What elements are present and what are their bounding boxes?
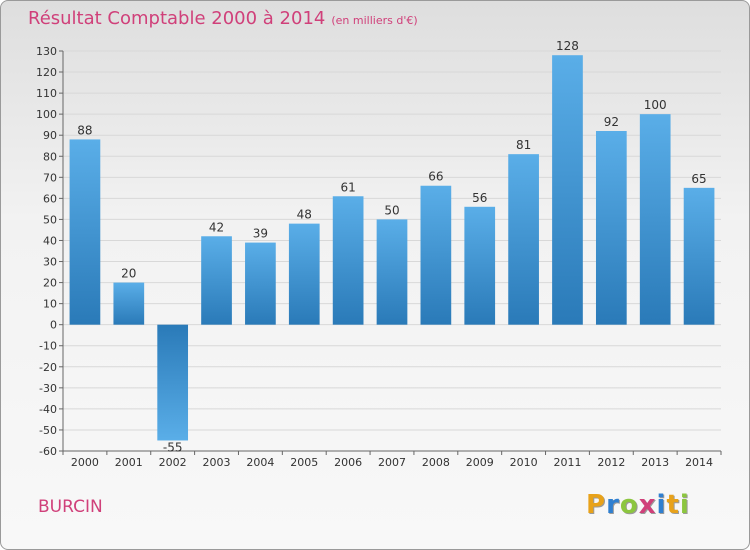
bar-2004 [245,242,276,325]
y-tick-label: 130 [36,45,57,58]
y-tick-label: 100 [36,108,57,121]
y-tick-label: 10 [43,298,57,311]
data-label-2010: 81 [516,138,531,152]
logo-letter: x [638,490,657,520]
x-tick-label: 2005 [290,456,318,469]
bar-2002 [157,324,189,441]
axes: -60 -50 -40 -30 -20 -10 0 10 20 30 40 50 60 70 80 90 100… [36,45,722,469]
y-tick-label: -40 [39,403,57,416]
x-tick-label: 2006 [334,456,362,469]
y-tick-label: 70 [43,171,57,184]
x-tick-label: 2010 [510,456,538,469]
data-label-2005: 48 [297,208,312,222]
x-tick-label: 2001 [115,456,143,469]
x-tick-label: 2000 [71,456,99,469]
bar-2010 [508,154,539,325]
data-label-2006: 61 [340,180,355,194]
x-tick-label: 2009 [466,456,494,469]
chart-title-text: Résultat Comptable 2000 à 2014 [28,8,326,29]
data-label-2004: 39 [253,227,268,241]
x-tick-label: 2014 [685,456,713,469]
x-tick-label: 2002 [159,456,187,469]
bar-2000 [69,139,101,325]
x-tick-label: 2007 [378,456,406,469]
x-tick-label: 2008 [422,456,450,469]
logo-letter: o [619,490,639,520]
y-tick-label: -60 [39,445,57,458]
y-tick-label: 120 [36,66,57,79]
y-tick-label: -50 [39,424,57,437]
y-tick-label: -10 [39,340,57,353]
data-label-2008: 66 [428,170,443,184]
proxiti-logo[interactable]: Proxiti [586,490,690,520]
bar-2013 [639,114,671,325]
x-tick-label: 2013 [641,456,669,469]
y-tick-label: 80 [43,150,57,163]
y-tick-label: 60 [43,192,57,205]
chart-title: Résultat Comptable 2000 à 2014 (en millie… [28,8,418,29]
data-label-2013: 100 [644,98,667,112]
y-tick-label: 0 [50,319,57,332]
data-label-2012: 92 [604,115,619,129]
x-tick-label: 2003 [203,456,231,469]
bar-2005 [288,223,320,325]
logo-letter: r [606,490,620,520]
data-label-2000: 88 [77,123,92,137]
bar-2008 [420,185,452,325]
data-label-2011: 128 [556,39,579,53]
data-label-2007: 50 [384,203,399,217]
y-tick-label: 40 [43,234,57,247]
data-label-2003: 42 [209,220,224,234]
y-tick-label: -30 [39,382,57,395]
x-tick-label: 2004 [246,456,274,469]
bar-2012 [595,131,627,325]
x-tick-label: 2011 [553,456,581,469]
bar-2006 [332,196,364,325]
data-label-2009: 56 [472,191,487,205]
y-tick-label: 30 [43,256,57,269]
y-tick-label: 90 [43,129,57,142]
bar-2014 [683,187,715,325]
bars [69,55,715,441]
logo-letter: i [656,490,667,520]
logo-letter: t [666,490,680,520]
bar-2009 [464,206,496,325]
bar-2007 [376,219,408,325]
bar-2003 [201,236,232,325]
y-tick-label: -20 [39,361,57,374]
y-tick-label: 50 [43,213,57,226]
data-label-2001: 20 [121,267,136,281]
chart-subtitle: (en milliers d'€) [331,14,418,27]
y-tick-label: 110 [36,87,57,100]
bar-2011 [552,55,583,325]
x-tick-label: 2012 [597,456,625,469]
logo-letter: i [679,490,690,520]
data-labels: 88 20 -55 42 39 48 61 50 66 56 81 128 92 100 65 [77,39,706,454]
y-tick-label: 20 [43,277,57,290]
data-label-2014: 65 [691,172,706,186]
data-label-2002: -55 [163,440,183,454]
logo-letter: P [586,490,607,520]
bar-2001 [113,282,145,325]
commune-name: BURCIN [38,497,103,517]
